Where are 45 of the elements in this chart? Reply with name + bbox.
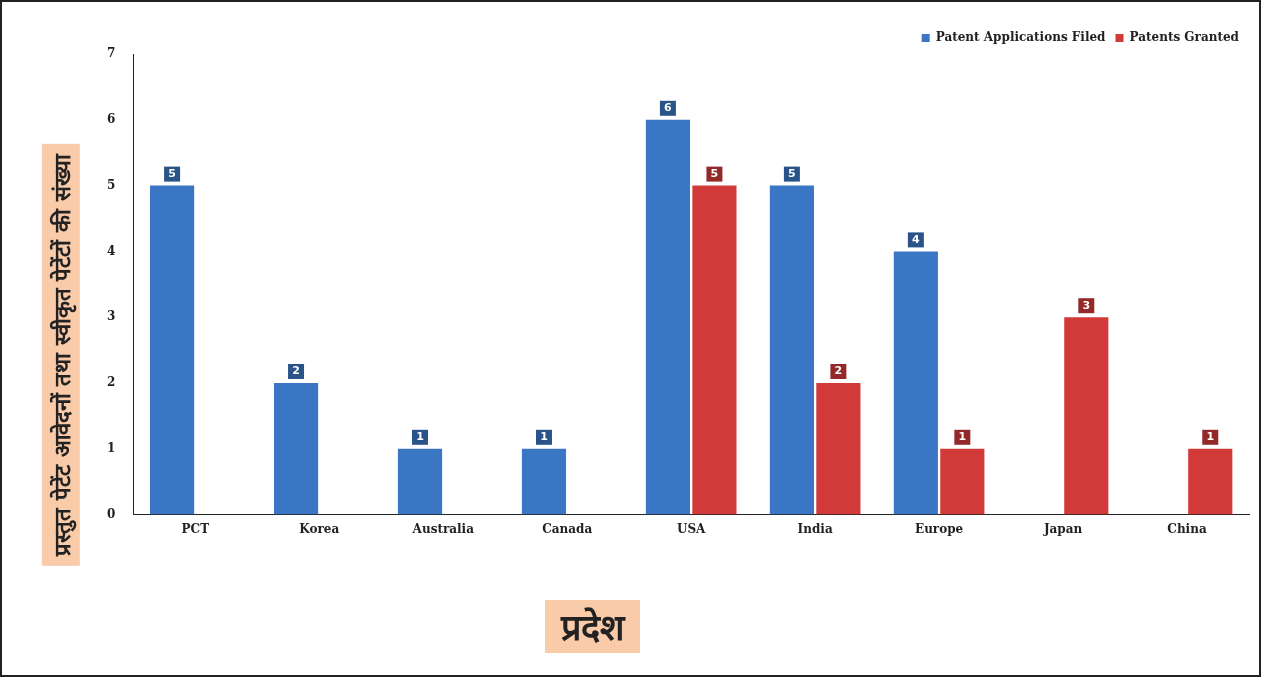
x-tick-label: USA — [676, 521, 707, 536]
x-tick-label: Australia — [411, 521, 475, 536]
data-label: 1 — [958, 430, 967, 444]
data-label: 1 — [416, 430, 424, 444]
data-label: 5 — [788, 166, 796, 180]
bar — [816, 383, 861, 515]
data-label: 1 — [540, 430, 548, 444]
data-label: 2 — [834, 364, 843, 378]
data-label: 6 — [664, 101, 673, 115]
y-tick-label: 7 — [106, 46, 116, 61]
bar — [150, 185, 195, 515]
x-tick-label: PCT — [181, 521, 210, 536]
bar — [769, 185, 814, 515]
x-axis-title: प्रदेश — [545, 600, 640, 653]
data-label: 5 — [168, 166, 176, 180]
data-label: 1 — [1206, 430, 1215, 444]
bar — [521, 448, 567, 515]
data-label: 5 — [710, 166, 719, 180]
x-tick-label: Japan — [1042, 521, 1083, 536]
y-tick-label: 6 — [106, 111, 116, 126]
x-tick-label: Canada — [542, 521, 593, 536]
y-tick-label: 2 — [106, 375, 116, 390]
bar — [397, 448, 443, 515]
y-axis-title: प्रस्तुत पेटेंट आवेदनों तथा स्वीकृत पेटेंटों की संख्या — [42, 144, 80, 566]
x-tick-label: China — [1167, 521, 1207, 536]
bar — [273, 383, 319, 515]
bar — [692, 185, 737, 515]
y-tick-label: 1 — [106, 440, 116, 455]
x-tick-label: India — [797, 521, 833, 536]
data-label: 3 — [1082, 298, 1091, 312]
data-label: 4 — [912, 232, 921, 246]
data-label: 2 — [292, 364, 300, 378]
y-tick-label: 0 — [106, 506, 116, 521]
y-tick-label: 3 — [106, 309, 116, 324]
y-tick-label: 5 — [106, 177, 116, 192]
bar — [1064, 317, 1109, 515]
x-tick-label: Korea — [299, 521, 340, 536]
legend-label: Patents Granted — [1129, 30, 1240, 45]
y-tick-label: 4 — [106, 243, 116, 258]
bar — [1188, 448, 1233, 515]
bar — [893, 251, 938, 515]
x-tick-label: Europe — [914, 521, 964, 536]
bar — [940, 448, 985, 515]
bar — [645, 119, 691, 515]
legend-label: Patent Applications Filed — [935, 30, 1107, 45]
